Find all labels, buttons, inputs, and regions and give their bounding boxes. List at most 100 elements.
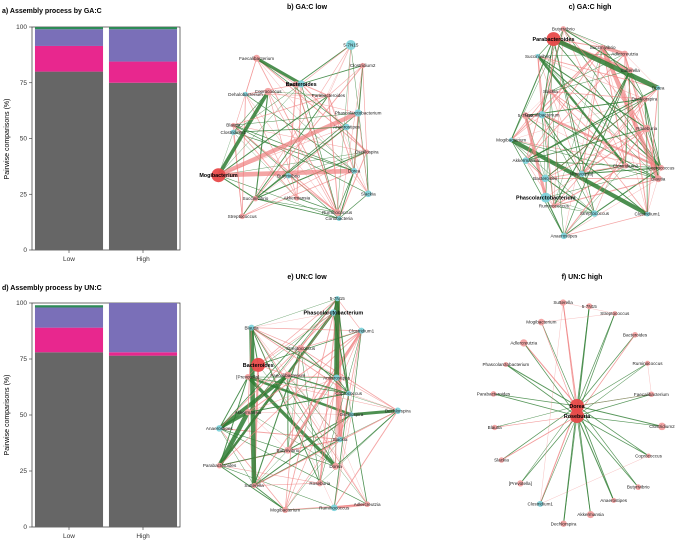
panel-b-title: b) GA:C low (287, 4, 328, 11)
panel-d-stacked-bar: d) Assembly process by UN:C Pairwise com… (2, 285, 181, 540)
bar-segment (34, 27, 104, 30)
network-edge (251, 298, 338, 328)
network-edge (245, 94, 340, 219)
bar-segment (108, 82, 178, 250)
network-edge (644, 98, 659, 179)
network-edge (511, 139, 595, 214)
node-label: Mogibacterium (270, 508, 300, 513)
network-edge (338, 170, 355, 219)
network-edge (247, 411, 352, 415)
network-edge (550, 91, 565, 236)
node-label: Ruminococcus (322, 210, 353, 215)
network-edge (541, 114, 546, 179)
network-node (394, 407, 401, 415)
network-edge (563, 415, 578, 524)
node-label: Butyrivibrio (627, 485, 650, 490)
x-tick-label: High (136, 256, 150, 263)
x-tick-label: Low (63, 533, 75, 540)
network-node (294, 195, 300, 201)
network-edge (287, 374, 349, 394)
node-label: Sutterella (620, 68, 640, 73)
edges (216, 44, 369, 219)
network-edge (525, 98, 645, 161)
network-edge (255, 56, 302, 86)
edges (217, 298, 399, 511)
network-edge (629, 70, 659, 179)
node-label: Butyrivibrio (277, 448, 300, 453)
network-edge (337, 298, 362, 331)
network-edge (563, 165, 626, 237)
network-edge (511, 139, 662, 169)
node-label: Dehalobacterium (228, 92, 263, 97)
network-edge (233, 91, 269, 133)
network-node (586, 510, 595, 519)
network-node (538, 318, 545, 326)
network-edge (511, 98, 645, 141)
panel-d-title: d) Assembly process by UN:C (2, 285, 102, 292)
network-edge (247, 348, 301, 413)
network-edge (295, 84, 338, 213)
network-edge (553, 47, 603, 206)
network-edge (346, 126, 355, 171)
network-edge (301, 44, 352, 85)
network-edge (541, 39, 554, 115)
network-node (522, 157, 530, 164)
network-edge (233, 112, 359, 126)
network-edge (284, 330, 362, 511)
node-label: Streptococcus (286, 346, 316, 351)
network-edge (233, 126, 347, 133)
nodes: Oscillospira Dorea Slackia CoriobacteriaRum… (199, 40, 382, 221)
network-edge (525, 91, 551, 116)
node-label: Roseburia (636, 126, 657, 131)
node-label: Slackia (333, 437, 348, 442)
network-edge (233, 124, 355, 172)
network-edge (256, 58, 347, 128)
node-label: Slackia (361, 191, 376, 196)
node-label: [Prevotella] (509, 481, 532, 486)
network-edge (520, 415, 578, 484)
y-tick-label: 50 (20, 412, 28, 419)
network-edge (544, 177, 595, 214)
network-edge (520, 405, 578, 484)
network-edge (523, 115, 548, 198)
node-label: Phascolarctobacterium (516, 196, 576, 202)
x-tick-label: High (136, 533, 150, 540)
node-label: Faecalibacterium (634, 392, 669, 397)
network-edge (545, 165, 626, 179)
panel-c-network: Coprococcus Blautia Clostridium2 Clostridiu… (496, 26, 675, 240)
network-node (535, 53, 541, 59)
network-edge (494, 415, 578, 428)
node-label: 5-7N15 (330, 296, 346, 301)
network-node (251, 357, 266, 372)
network-edge (576, 393, 652, 417)
node-label: Coriobacteria (325, 216, 353, 221)
network-edge (576, 405, 639, 488)
node-label: Anaerostipes (206, 426, 234, 431)
panel-b-network: Oscillospira Dorea Slackia CoriobacteriaRum… (199, 40, 382, 221)
node-label: Ruminococcus (632, 361, 663, 366)
network-node (654, 175, 662, 183)
network-edge (351, 414, 368, 505)
network-edge (219, 428, 368, 505)
network-edge (540, 455, 649, 505)
network-edge (563, 178, 659, 237)
network-edge (525, 46, 604, 161)
network-edge (219, 428, 336, 467)
network-edge (537, 55, 647, 129)
network-node (641, 95, 648, 102)
network-node (284, 446, 292, 454)
network-edge (576, 313, 616, 407)
network-edge (562, 302, 578, 417)
network-edge (550, 53, 625, 92)
network-edge (253, 450, 289, 486)
network-node (503, 362, 509, 367)
node-label: Oscillospira (340, 412, 364, 417)
network-edge (287, 84, 297, 176)
bar-segment (34, 352, 104, 527)
node-label: Slackia (543, 89, 558, 94)
network-node (621, 50, 628, 58)
network-edge (247, 377, 337, 413)
network-edge (327, 95, 355, 172)
